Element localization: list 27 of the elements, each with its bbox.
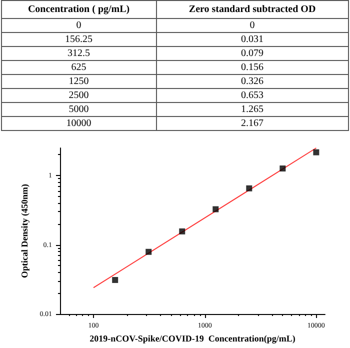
category-label: 0	[156, 18, 348, 32]
data-label: 0	[2, 18, 156, 32]
data-label: 0.156	[156, 60, 348, 74]
point	[313, 149, 320, 156]
data-label: 0.653	[156, 88, 348, 102]
text: Concentration ( pg/mL)	[2, 0, 156, 18]
category-label: 156.25	[2, 32, 156, 46]
data-label: 2.167	[156, 116, 348, 130]
point	[112, 276, 118, 283]
point	[179, 228, 186, 234]
point	[246, 185, 252, 192]
data-label: 1.265	[156, 102, 348, 116]
point	[280, 165, 286, 172]
point	[146, 248, 152, 255]
text: Zero standard subtracted OD	[156, 0, 348, 18]
category-label: 312.5	[2, 46, 156, 60]
category-label: 2500	[2, 88, 156, 102]
category-label: 625	[2, 60, 156, 74]
x-axis-title: 2019-nCOV-Spike/COVID-19 Concentration(pg/mL)	[90, 334, 296, 344]
data-label: 0.326	[156, 74, 348, 88]
category-label: 10000	[2, 116, 156, 130]
category-label: 5000	[2, 102, 156, 116]
y-axis-title: Optical Density (450nm)	[19, 184, 30, 278]
data-label: 0.079	[156, 46, 348, 60]
data-label: 0.031	[156, 32, 348, 46]
category-label: 1250	[2, 74, 156, 88]
point	[212, 206, 219, 212]
